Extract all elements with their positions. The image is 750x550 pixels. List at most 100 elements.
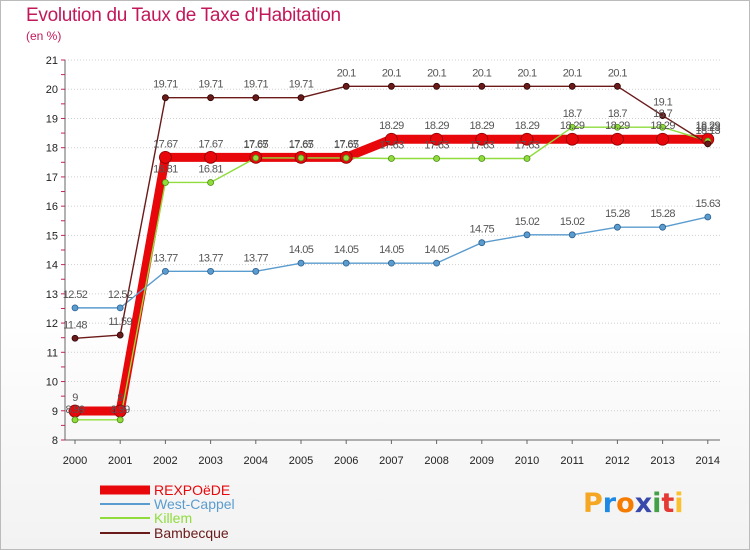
data-point-west-cappel bbox=[297, 259, 305, 267]
data-label: 20.1 bbox=[563, 67, 582, 79]
data-point-west-cappel bbox=[478, 239, 486, 247]
legend-label: REXPOëDE bbox=[154, 482, 230, 498]
data-label: 8.99 bbox=[111, 404, 130, 416]
data-label: 17.67 bbox=[244, 138, 269, 150]
x-tick-label: 2003 bbox=[198, 455, 222, 467]
data-label: 18.29 bbox=[696, 120, 721, 132]
data-point-bambecque bbox=[252, 94, 260, 102]
data-label: 14.05 bbox=[334, 244, 359, 256]
logo-letter: o bbox=[616, 488, 635, 519]
data-label: 8.99 bbox=[65, 404, 84, 416]
logo-letter: x bbox=[634, 488, 653, 519]
y-tick-label: 19 bbox=[46, 113, 58, 125]
data-label: 17.65 bbox=[244, 139, 269, 151]
data-label: 19.71 bbox=[198, 79, 223, 91]
data-label: 14.05 bbox=[424, 244, 449, 256]
data-label: 20.1 bbox=[382, 67, 401, 79]
data-label: 17.67 bbox=[153, 138, 178, 150]
y-tick-label: 16 bbox=[46, 201, 58, 213]
y-tick-label: 15 bbox=[46, 230, 58, 242]
data-label: 9 bbox=[72, 392, 78, 404]
data-point-west-cappel bbox=[161, 267, 169, 275]
data-label: 11.48 bbox=[63, 319, 87, 331]
logo-letter: P bbox=[583, 488, 603, 519]
data-point-killem bbox=[478, 155, 486, 162]
data-label: 20.1 bbox=[472, 67, 491, 79]
data-point-killem bbox=[659, 123, 666, 131]
data-label: 18.7 bbox=[563, 108, 582, 120]
data-label: 14.05 bbox=[289, 244, 314, 256]
data-label: 11.59 bbox=[108, 316, 132, 328]
data-label: 14.75 bbox=[470, 224, 495, 236]
legend-label: Bambecque bbox=[154, 525, 229, 541]
data-label: 18.23 bbox=[696, 122, 721, 134]
data-label: 13.77 bbox=[198, 252, 223, 264]
data-label: 13.77 bbox=[244, 252, 269, 264]
data-point-rexpoëde bbox=[656, 132, 669, 146]
x-tick-label: 2004 bbox=[244, 455, 268, 467]
data-point-west-cappel bbox=[433, 259, 441, 267]
data-label: 19.1 bbox=[653, 97, 672, 109]
logo-letter: i bbox=[674, 488, 684, 519]
data-label: 17.67 bbox=[334, 138, 359, 150]
data-point-killem bbox=[433, 155, 441, 162]
data-point-rexpoëde bbox=[520, 132, 534, 146]
x-tick-label: 2006 bbox=[334, 455, 358, 467]
data-point-bambecque bbox=[568, 82, 576, 90]
data-point-rexpoëde bbox=[475, 132, 489, 146]
data-point-killem bbox=[116, 416, 124, 424]
data-point-bambecque bbox=[704, 140, 712, 148]
data-label: 18.29 bbox=[650, 120, 675, 132]
data-label: 15.28 bbox=[650, 208, 675, 220]
data-label: 16.81 bbox=[153, 163, 178, 175]
data-point-bambecque bbox=[387, 82, 395, 90]
data-point-rexpoëde bbox=[430, 132, 444, 146]
data-label: 15.63 bbox=[696, 198, 721, 210]
data-label: 12.52 bbox=[108, 289, 133, 301]
data-point-west-cappel bbox=[71, 304, 79, 312]
data-point-west-cappel bbox=[342, 259, 350, 267]
data-label: 17.67 bbox=[289, 138, 314, 150]
x-tick-label: 2014 bbox=[696, 455, 720, 467]
data-label: 15.02 bbox=[560, 216, 585, 228]
data-label: 19.71 bbox=[289, 79, 314, 91]
data-label: 17.65 bbox=[334, 139, 359, 151]
data-label: 12.52 bbox=[63, 289, 88, 301]
chart-title: Evolution du Taux de Taxe d'Habitation bbox=[26, 5, 341, 26]
data-label: 18.29 bbox=[605, 120, 630, 132]
data-label: 18.29 bbox=[560, 120, 585, 132]
data-point-killem bbox=[71, 416, 79, 424]
data-label: 18.7 bbox=[653, 108, 672, 120]
x-tick-label: 2012 bbox=[605, 455, 629, 467]
data-point-rexpoëde bbox=[158, 150, 172, 164]
data-label: 20.1 bbox=[337, 67, 356, 79]
data-label: 13.77 bbox=[153, 252, 178, 264]
data-point-west-cappel bbox=[207, 267, 215, 275]
y-tick-label: 21 bbox=[46, 55, 58, 67]
proxiti-logo: Proxiti bbox=[583, 488, 684, 519]
data-point-killem bbox=[342, 154, 350, 162]
data-point-rexpoëde bbox=[611, 132, 624, 146]
data-point-west-cappel bbox=[523, 231, 531, 239]
x-tick-label: 2000 bbox=[63, 455, 87, 467]
data-label: 18.29 bbox=[515, 120, 540, 132]
data-point-bambecque bbox=[71, 334, 79, 342]
logo-letter: t bbox=[661, 488, 675, 519]
data-point-west-cappel bbox=[116, 304, 124, 312]
x-tick-label: 2010 bbox=[515, 455, 539, 467]
data-label: 9 bbox=[117, 392, 123, 404]
x-tick-label: 2002 bbox=[153, 455, 177, 467]
y-tick-label: 20 bbox=[46, 84, 58, 96]
data-label: 18.29 bbox=[424, 120, 449, 132]
legend-label: Killem bbox=[154, 510, 192, 526]
data-point-west-cappel bbox=[387, 259, 395, 267]
data-point-bambecque bbox=[433, 82, 441, 90]
y-tick-label: 10 bbox=[46, 377, 58, 389]
data-label: 17.63 bbox=[379, 140, 404, 152]
y-tick-label: 12 bbox=[46, 318, 58, 330]
data-label: 15.28 bbox=[605, 208, 630, 220]
legend-label: West-Cappel bbox=[154, 496, 235, 512]
data-point-killem bbox=[387, 155, 395, 162]
x-tick-label: 2007 bbox=[379, 455, 403, 467]
